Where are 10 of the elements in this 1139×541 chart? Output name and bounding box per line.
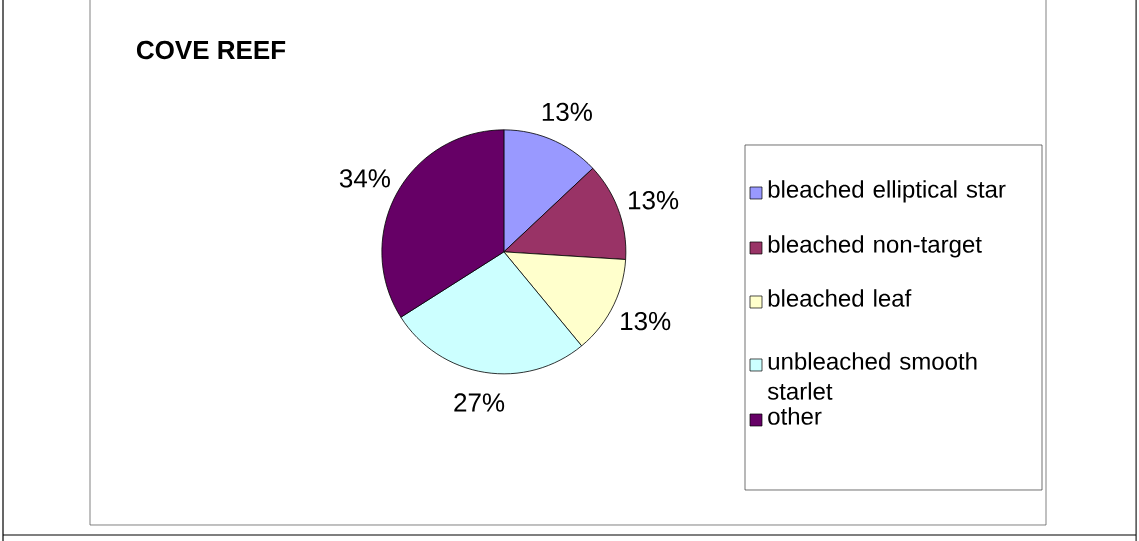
legend-label: other: [768, 407, 822, 425]
data-label: 34%: [339, 169, 390, 188]
legend-label: bleached non-target: [768, 235, 982, 258]
legend-label: bleached leaf: [768, 289, 912, 307]
data-label: 13%: [629, 190, 679, 210]
data-label: 13%: [542, 102, 592, 122]
chart-title: COVE REEF: [136, 40, 286, 60]
data-label: 27%: [454, 393, 505, 412]
legend-label: bleached elliptical star: [768, 180, 1006, 203]
data-label: 13%: [621, 311, 671, 331]
